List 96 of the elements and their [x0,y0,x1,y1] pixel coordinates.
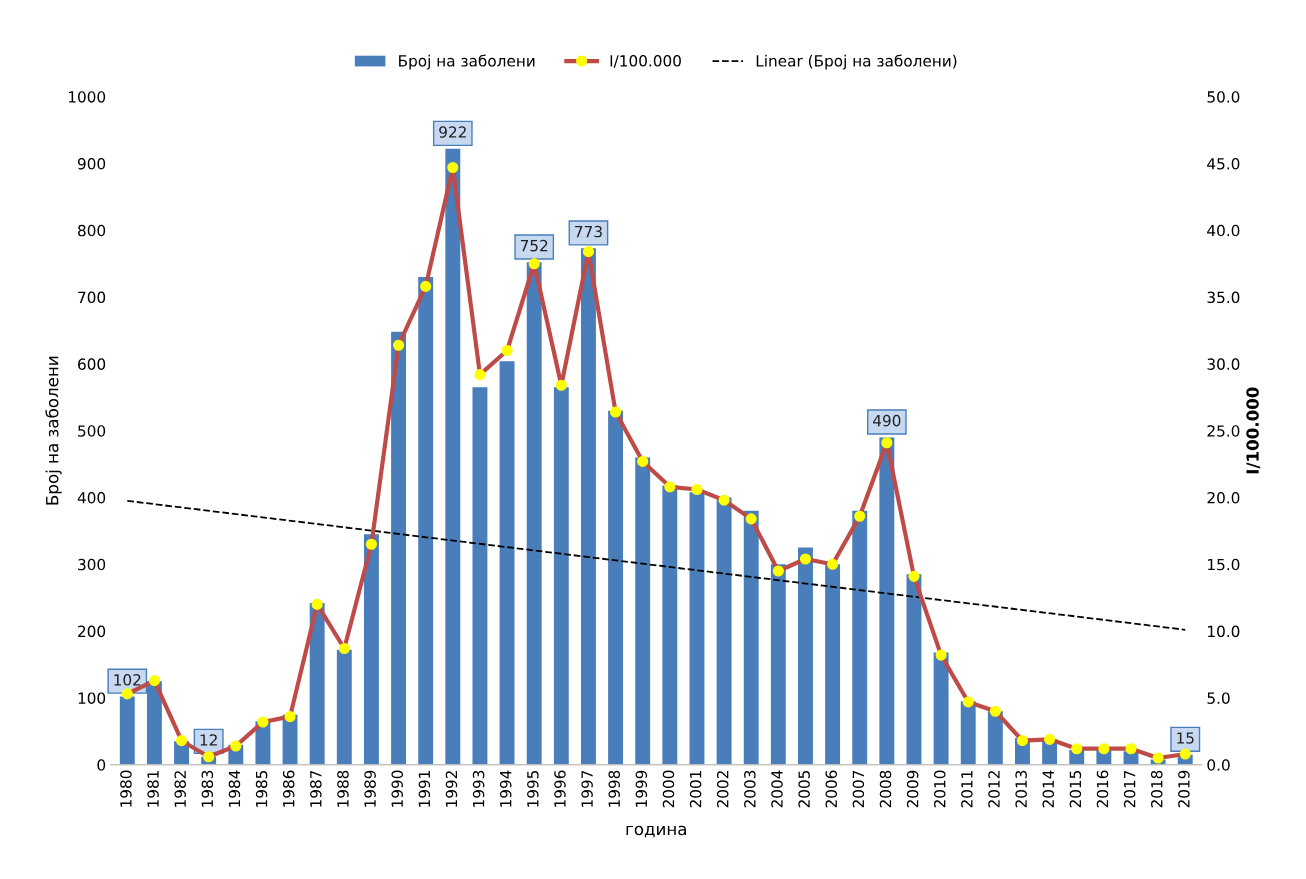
y-axis-title: Број на заболени [45,356,62,505]
bar [336,649,352,765]
bar [933,652,949,765]
bar [472,387,488,765]
bar [418,277,434,765]
x-tick-label: 2016 [1096,770,1109,808]
y-tick-label: 300 [78,558,106,571]
x-tick-label: 1995 [527,770,539,807]
data-label: 922 [439,126,466,138]
y-tick-label: 0 [97,759,106,771]
y-tick-label: 900 [77,157,106,170]
bar [798,547,813,765]
bar [689,492,705,765]
y2-tick-label: 25.0 [1207,425,1240,437]
x-tick-label: 2015 [1069,770,1082,808]
bar [770,564,786,765]
x-tick-label: 2004 [771,770,783,808]
x-tick-label: 1993 [472,770,485,807]
y2-tick-label: 15.0 [1208,558,1240,571]
x-tick-label: 1996 [554,770,566,807]
y2-tick-label: 20.0 [1207,491,1240,504]
y2-tick-label: 0.0 [1207,759,1230,771]
x-tick-label: 2018 [1150,770,1163,808]
bar [309,603,325,765]
data-label: 773 [575,225,602,238]
x-tick-label: 2008 [879,770,892,808]
data-label: 752 [520,239,548,252]
y-tick-label: 600 [78,358,106,370]
data-label: 490 [873,414,901,427]
bar [960,701,976,765]
x-tick-label: 2011 [961,771,973,808]
x-tick-label: 1991 [418,771,431,807]
x-tick-label: 1992 [445,771,458,807]
y2-tick-label: 5.0 [1207,692,1230,704]
x-tick-label: 2001 [689,771,702,808]
y2-tick-label: 35.0 [1207,291,1240,304]
x-tick-label: 1987 [310,770,322,807]
bar [987,711,1003,765]
bar [499,361,515,765]
x-tick-label: 1989 [364,770,376,807]
y-tick-label: 1000 [68,91,106,103]
data-label: 12 [200,734,217,746]
x-axis-title: година [626,825,686,838]
bar [825,564,841,765]
y-tick-label: 200 [78,625,106,638]
y-tick-label: 100 [78,692,106,704]
x-tick-label: 2019 [1178,770,1190,808]
x-tick-label: 1998 [608,770,621,807]
y-tick-label: 800 [78,224,106,237]
x-tick-label: 1990 [391,770,403,807]
bar [391,331,407,765]
x-tick-label: 2003 [744,770,756,808]
x-tick-label: 2009 [906,770,919,808]
x-tick-label: 1997 [581,770,593,807]
x-tick-label: 2017 [1123,770,1136,808]
legend-label: Linear (Број на заболени) [756,54,957,70]
bar [608,410,624,765]
data-label: 102 [114,674,141,686]
x-tick-label: 1986 [282,770,295,807]
x-tick-label: 2006 [825,770,838,808]
bar [635,457,651,765]
y-tick-label: 700 [78,291,106,304]
bar [852,510,868,765]
x-tick-label: 1985 [255,770,268,807]
x-tick-label: 2000 [662,770,675,808]
x-tick-label: 2005 [798,770,810,808]
y-tick-label: 400 [77,491,106,504]
data-label: 15 [1177,732,1194,744]
x-tick-label: 1983 [201,770,214,807]
bar [743,510,759,765]
x-tick-label: 2010 [933,770,946,808]
x-tick-label: 2014 [1042,770,1055,808]
x-tick-label: 2007 [852,770,865,808]
y2-tick-label: 50.0 [1207,91,1240,103]
x-tick-label: 1981 [147,771,159,807]
x-tick-label: 1999 [635,770,648,807]
bar [662,485,678,765]
x-tick-label: 1988 [337,770,349,807]
x-tick-label: 2012 [988,771,1000,808]
legend-label: I/100.000 [610,55,681,68]
x-tick-label: 1982 [174,771,186,807]
y-tick-label: 500 [78,425,106,437]
y2-tick-label: 40.0 [1207,224,1240,237]
x-tick-label: 2013 [1015,770,1027,808]
y2-tick-label: 10.0 [1208,625,1240,638]
x-tick-label: 1994 [499,770,512,807]
bar [553,387,569,765]
legend-label: Број на заболени [399,54,535,70]
y2-tick-label: 45.0 [1207,157,1240,170]
bar [363,534,379,765]
x-tick-label: 1984 [228,770,241,807]
x-tick-label: 1980 [120,770,132,807]
y2-axis-title: I/100.000 [1246,387,1261,474]
y2-tick-label: 30.0 [1207,358,1240,370]
x-tick-label: 2002 [716,771,729,808]
bar [716,497,732,765]
